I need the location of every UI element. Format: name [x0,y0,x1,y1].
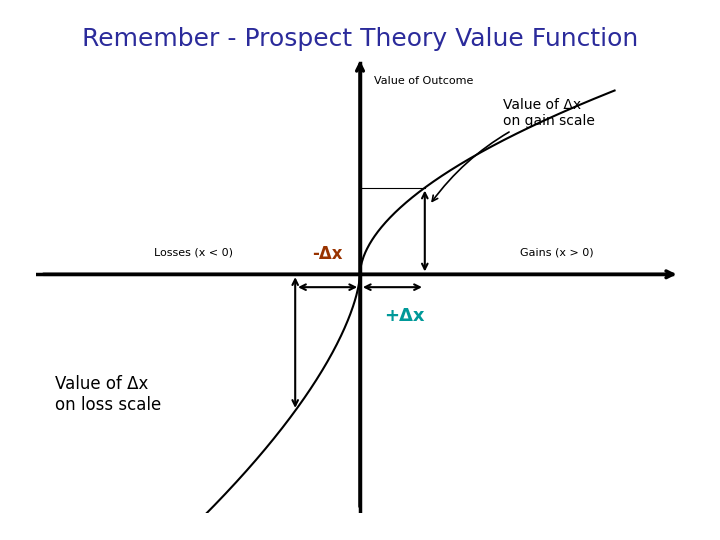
Text: Gains (x > 0): Gains (x > 0) [520,248,593,258]
Text: -Δx: -Δx [312,245,343,264]
Text: Value of Outcome: Value of Outcome [374,76,473,86]
Text: +Δx: +Δx [384,307,424,326]
Text: Value of Δx
on loss scale: Value of Δx on loss scale [55,375,161,414]
Text: Losses (x < 0): Losses (x < 0) [154,248,233,258]
Text: Value of Δx
on gain scale: Value of Δx on gain scale [432,98,595,201]
Text: Remember - Prospect Theory Value Function: Remember - Prospect Theory Value Functio… [82,27,638,51]
